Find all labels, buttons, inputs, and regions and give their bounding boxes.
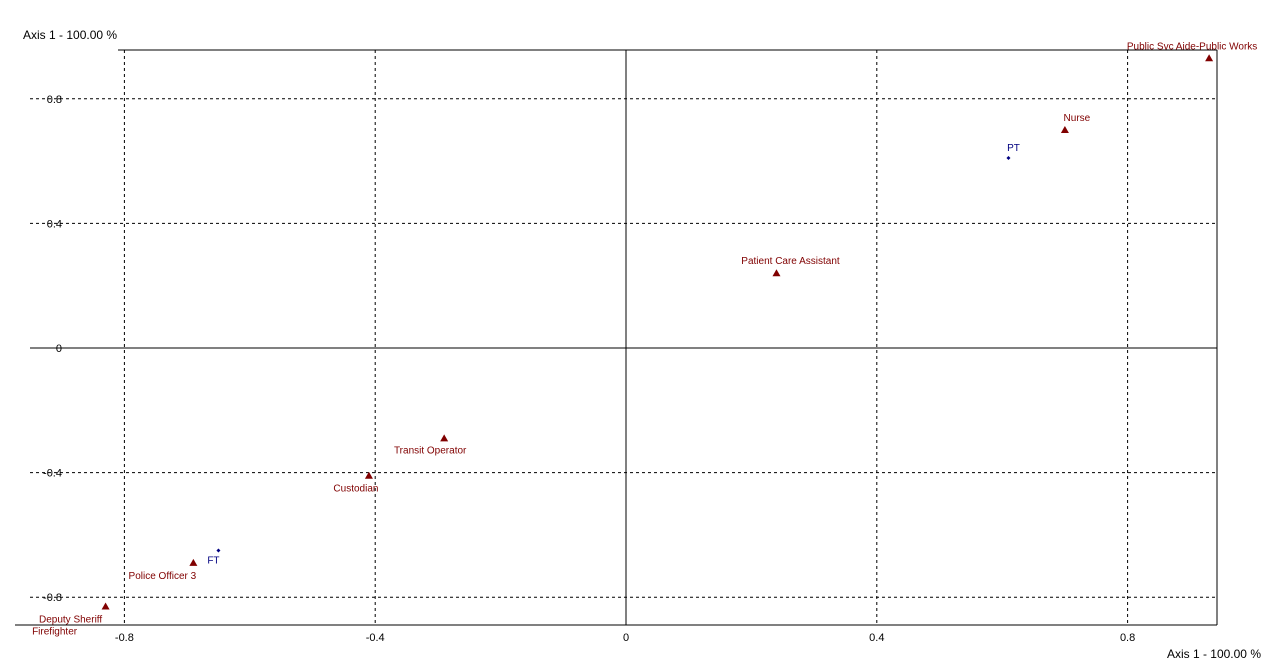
point-label: FT <box>207 555 219 566</box>
diamond-marker <box>1006 155 1011 160</box>
point-label: Police Officer 3 <box>129 571 197 582</box>
x-tick-label: 0.4 <box>869 632 884 644</box>
point-label: Patient Care Assistant <box>741 256 840 267</box>
point-label: Firefighter <box>32 627 78 638</box>
point-label: Nurse <box>1064 113 1091 124</box>
grid-layer <box>30 50 1217 625</box>
x-axis-title: Axis 1 - 100.00 % <box>1167 647 1261 661</box>
point-label: Deputy Sheriff <box>39 615 102 626</box>
y-tick-label: 0.4 <box>47 218 62 230</box>
tick-labels: -0.8 -0.4 0 0.4 0.8 -0.8 -0.4 0 0.4 0.8 <box>43 94 1135 644</box>
x-tick-label: -0.8 <box>115 632 134 644</box>
point-label: PT <box>1007 143 1020 154</box>
point-label: Transit Operator <box>394 445 467 456</box>
y-tick-label: 0.8 <box>47 94 62 106</box>
triangle-marker <box>440 434 449 442</box>
triangle-marker <box>772 269 781 277</box>
triangle-marker <box>101 602 110 610</box>
triangle-marker <box>1060 125 1069 133</box>
point-labels: Public Svc Aide-Public Works Nurse Patient… <box>32 41 1257 637</box>
y-axis-title: Axis 1 - 100.00 % <box>23 28 117 42</box>
triangle-marker <box>1205 54 1214 62</box>
point-label: Custodian <box>333 484 378 495</box>
triangle-marker <box>364 471 373 479</box>
data-points <box>101 54 1214 610</box>
point-label: Public Svc Aide-Public Works <box>1127 41 1257 52</box>
x-tick-label: 0 <box>623 632 629 644</box>
y-tick-label: -0.8 <box>43 592 62 604</box>
y-tick-label: 0 <box>56 343 62 355</box>
x-tick-label: 0.8 <box>1120 632 1135 644</box>
diamond-marker <box>216 548 221 553</box>
triangle-marker <box>189 558 198 566</box>
y-tick-label: -0.4 <box>43 468 62 480</box>
axes-layer <box>15 49 1218 626</box>
x-tick-label: -0.4 <box>366 632 385 644</box>
